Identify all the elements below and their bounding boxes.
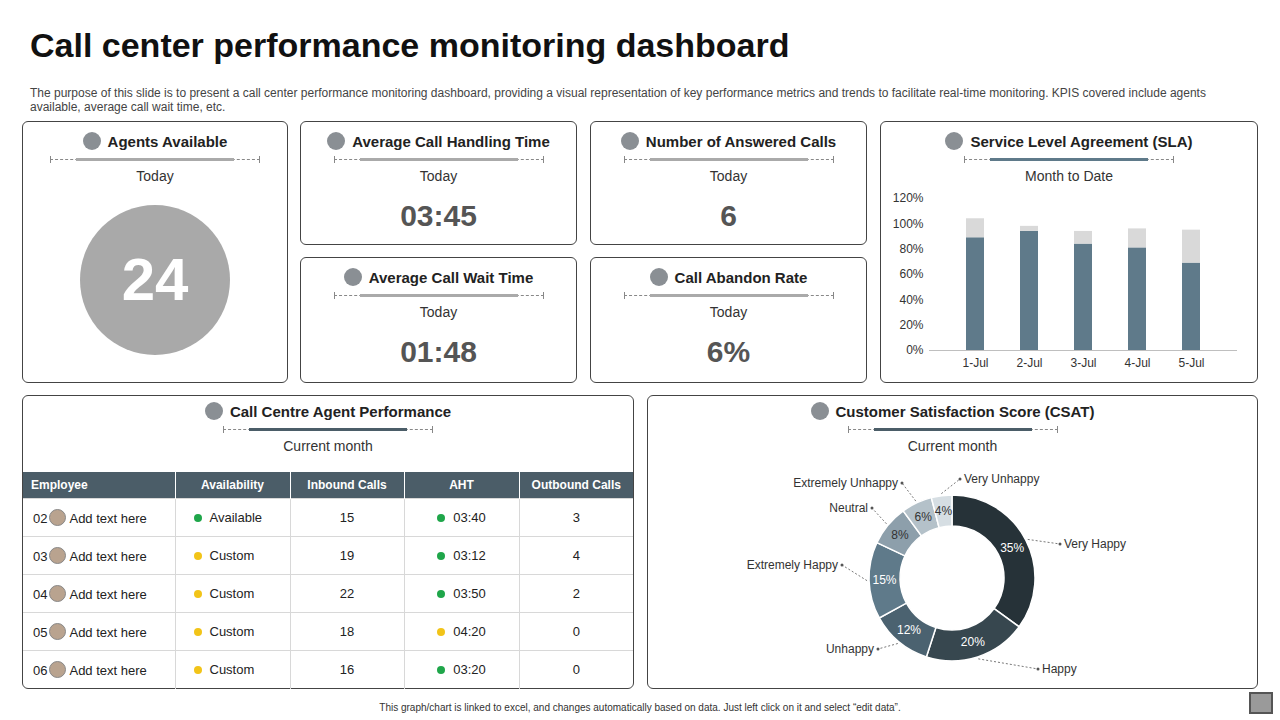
html-text:03:40: 03:40	[453, 510, 486, 525]
html-text:Available: Available	[209, 510, 262, 525]
html-text:16: 16	[339, 662, 355, 678]
html-text:15: 15	[339, 510, 355, 525]
html-text:03:45: 03:45	[400, 199, 477, 232]
svg-text:100%: 100%	[893, 217, 924, 231]
svg-text:20%: 20%	[961, 635, 985, 649]
html-text:18: 18	[339, 624, 355, 639]
html-text:Employee: Employee	[31, 478, 88, 492]
html-text:Add text here: Add text here	[69, 549, 147, 564]
html-text:Average Call Wait Time: Average Call Wait Time	[368, 268, 534, 286]
html-text:3: 3	[572, 510, 580, 525]
svg-text:8%: 8%	[891, 528, 909, 542]
html-text:Month to Date: Month to Date	[1025, 168, 1113, 184]
html-text:03:20: 03:20	[453, 662, 486, 678]
html-text:Today: Today	[709, 304, 748, 320]
html-text:Call center performance monito: Call center performance monitoring dashb…	[30, 26, 790, 64]
svg-text:5-Jul: 5-Jul	[1178, 356, 1204, 370]
html-text:04: 04	[33, 587, 48, 602]
html-text:Inbound Calls: Inbound Calls	[307, 478, 387, 492]
svg-text:40%: 40%	[899, 293, 923, 307]
svg-text:Unhappy: Unhappy	[826, 642, 874, 656]
html-text:Call Centre Agent Performance: Call Centre Agent Performance	[229, 402, 452, 420]
svg-text:1-Jul: 1-Jul	[962, 356, 988, 370]
svg-text:15%: 15%	[873, 573, 897, 587]
html-text:Call Abandon Rate: Call Abandon Rate	[674, 268, 808, 286]
html-text:This graph/chart is linked to: This graph/chart is linked to excel, and…	[379, 702, 901, 713]
html-text:Customer Satisfaction Score (C: Customer Satisfaction Score (CSAT)	[835, 402, 1095, 420]
html-text:2: 2	[572, 586, 580, 601]
svg-text:Happy: Happy	[1042, 662, 1077, 676]
html-text:06: 06	[33, 663, 48, 679]
svg-text:4%: 4%	[935, 504, 953, 518]
html-text:Custom: Custom	[209, 662, 255, 678]
html-text:05: 05	[33, 625, 48, 640]
svg-text:20%: 20%	[899, 318, 923, 332]
html-text:0: 0	[572, 662, 580, 678]
svg-text:Very Unhappy: Very Unhappy	[964, 472, 1039, 486]
html-text:Service Level Agreement (SLA): Service Level Agreement (SLA)	[970, 132, 1193, 150]
svg-text:3-Jul: 3-Jul	[1070, 356, 1096, 370]
html-text:19: 19	[339, 548, 355, 563]
svg-text:Neutral: Neutral	[829, 501, 868, 515]
html-text:24: 24	[121, 246, 189, 313]
svg-text:80%: 80%	[899, 242, 923, 256]
html-text:AHT: AHT	[449, 478, 474, 492]
html-text:Availability: Availability	[201, 478, 264, 492]
svg-text:12%: 12%	[897, 623, 921, 637]
html-text:Custom: Custom	[209, 586, 255, 601]
html-text:6: 6	[720, 199, 737, 232]
svg-text:6%: 6%	[915, 510, 933, 524]
html-text:Today: Today	[419, 168, 458, 184]
svg-text:Very Happy: Very Happy	[1064, 537, 1126, 551]
html-text:Current month: Current month	[283, 438, 373, 454]
html-text:03: 03	[33, 549, 48, 564]
html-text:Today: Today	[709, 168, 748, 184]
html-text:03:50: 03:50	[453, 586, 486, 601]
svg-text:35%: 35%	[1000, 541, 1024, 555]
html-text:Add text here: Add text here	[69, 587, 147, 602]
html-text:01:48: 01:48	[400, 335, 477, 368]
svg-text:4-Jul: 4-Jul	[1124, 356, 1150, 370]
html-text:Add text here: Add text here	[69, 663, 147, 679]
html-text:Add text here: Add text here	[69, 511, 147, 526]
html-text:Today: Today	[419, 304, 458, 320]
html-text:Number of Answered Calls: Number of Answered Calls	[645, 132, 837, 150]
html-text:Outbound Calls: Outbound Calls	[531, 478, 621, 492]
html-text:04:20: 04:20	[453, 624, 486, 639]
svg-text:60%: 60%	[899, 267, 923, 281]
html-text:Agents Available: Agents Available	[107, 132, 228, 150]
html-text:22: 22	[339, 586, 355, 601]
html-text:Custom: Custom	[209, 624, 255, 639]
html-text:Today: Today	[136, 168, 174, 184]
svg-text:Extremely Happy: Extremely Happy	[747, 558, 838, 572]
svg-text:120%: 120%	[893, 191, 924, 205]
svg-text:Extremely Unhappy: Extremely Unhappy	[793, 476, 898, 490]
html-text:02: 02	[33, 511, 48, 526]
html-text:Average Call Handling Time: Average Call Handling Time	[352, 132, 550, 150]
html-text:Add text here: Add text here	[69, 625, 147, 640]
html-text:03:12: 03:12	[453, 548, 486, 563]
html-text:0: 0	[572, 624, 580, 639]
svg-text:2-Jul: 2-Jul	[1016, 356, 1042, 370]
html-text:Custom: Custom	[209, 548, 255, 563]
html-text:4: 4	[572, 548, 580, 563]
html-text:The purpose of this slide is t: The purpose of this slide is to present …	[30, 86, 1206, 114]
html-text:6%: 6%	[706, 335, 751, 368]
svg-text:0%: 0%	[906, 343, 924, 357]
html-text:Current month: Current month	[907, 438, 998, 454]
